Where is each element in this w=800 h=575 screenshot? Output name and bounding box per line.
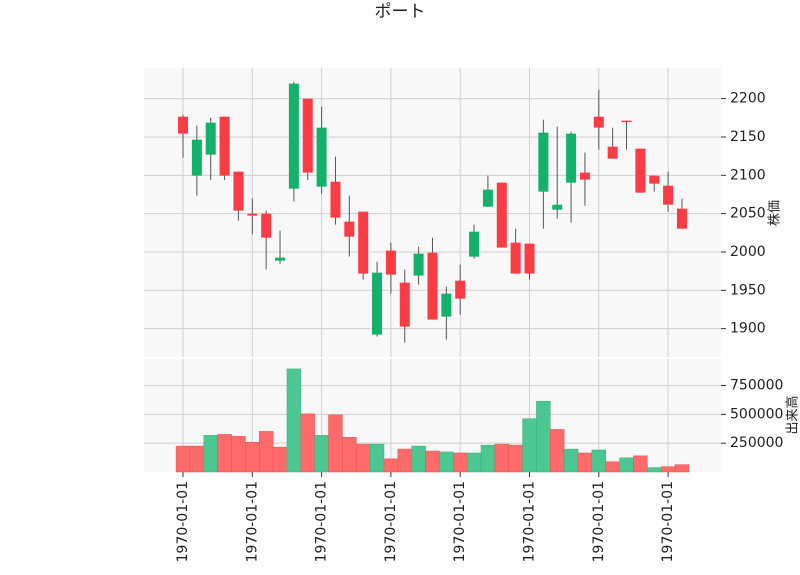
volume-bar bbox=[605, 461, 620, 473]
candle-body bbox=[566, 133, 577, 183]
candle-body bbox=[399, 282, 410, 327]
candle-body bbox=[663, 185, 674, 205]
candle-body bbox=[621, 120, 632, 123]
candle-body bbox=[469, 231, 480, 257]
y-axis-label: 株価 bbox=[768, 200, 783, 226]
candle-body bbox=[413, 253, 424, 276]
candle-body bbox=[205, 122, 216, 155]
volume-bar bbox=[480, 444, 496, 473]
x-tick-label: 1970-01-01 bbox=[244, 481, 260, 562]
candle-body bbox=[247, 213, 258, 216]
candle-body bbox=[219, 116, 230, 176]
volume-bar bbox=[272, 446, 288, 473]
x-tick-label: 1970-01-01 bbox=[383, 481, 399, 562]
volume-bar bbox=[189, 445, 205, 473]
candle-body bbox=[288, 83, 299, 189]
candle-body bbox=[385, 250, 396, 275]
candle-body bbox=[233, 171, 244, 211]
candle-body bbox=[358, 211, 369, 274]
y-tick-label: 1950 bbox=[730, 282, 766, 298]
volume-bar bbox=[550, 429, 565, 473]
candle-body bbox=[427, 252, 438, 320]
volume-bar bbox=[328, 414, 343, 473]
volume-bar bbox=[175, 445, 191, 473]
volume-bar bbox=[356, 443, 371, 473]
volume-bar bbox=[494, 443, 509, 473]
candle-body bbox=[275, 257, 286, 261]
candle-body bbox=[178, 116, 188, 134]
y-tick-label: 2000 bbox=[730, 244, 766, 260]
candle-body bbox=[330, 181, 341, 218]
volume-bar bbox=[286, 368, 302, 473]
candle-body bbox=[524, 243, 535, 274]
volume-bar bbox=[397, 448, 412, 473]
candle-body bbox=[261, 213, 272, 238]
volume-bar bbox=[466, 452, 482, 473]
candle-body bbox=[344, 221, 355, 237]
candle-body bbox=[676, 208, 687, 229]
candle-body bbox=[510, 242, 521, 274]
candle-body bbox=[372, 272, 383, 335]
y-tick-label: 750000 bbox=[730, 378, 783, 394]
volume-bar bbox=[674, 464, 690, 473]
y-tick-label: 2100 bbox=[730, 167, 766, 183]
x-tick-label: 1970-01-01 bbox=[314, 481, 330, 562]
candle-body bbox=[635, 148, 646, 193]
candle-body bbox=[607, 146, 618, 159]
y-tick-label: 2200 bbox=[730, 91, 766, 107]
volume-bar bbox=[258, 431, 274, 473]
candle-body bbox=[538, 132, 549, 192]
chart-title: ポート bbox=[375, 2, 426, 22]
volume-bar bbox=[619, 457, 634, 473]
volume-bar bbox=[522, 418, 537, 473]
volume-bar bbox=[536, 400, 551, 473]
candle-body bbox=[649, 175, 660, 184]
y-tick-label: 1900 bbox=[730, 321, 766, 337]
volume-bar bbox=[245, 442, 260, 473]
x-tick-label: 1970-01-01 bbox=[175, 481, 191, 562]
volume-bar bbox=[411, 445, 426, 473]
volume-axis-label: 出来高 bbox=[785, 395, 800, 434]
volume-bar bbox=[591, 449, 606, 473]
candle-body bbox=[302, 98, 313, 173]
x-tick-label: 1970-01-01 bbox=[452, 481, 468, 562]
x-tick-label: 1970-01-01 bbox=[660, 481, 676, 562]
candle-body bbox=[455, 280, 466, 299]
volume-bar bbox=[660, 466, 676, 473]
volume-bar bbox=[231, 436, 246, 473]
volume-bar bbox=[314, 435, 329, 473]
volume-bar bbox=[453, 452, 468, 473]
y-tick-label: 500000 bbox=[730, 406, 783, 422]
candle-body bbox=[482, 189, 493, 207]
candle-body bbox=[441, 293, 452, 317]
volume-bar bbox=[383, 458, 399, 473]
volume-bar bbox=[425, 450, 440, 473]
volume-bar bbox=[563, 448, 579, 473]
volume-bar bbox=[439, 451, 454, 473]
volume-bar bbox=[217, 434, 232, 473]
volume-bar bbox=[342, 437, 357, 473]
candle-body bbox=[552, 204, 563, 210]
volume-bar bbox=[577, 452, 593, 473]
volume-bar bbox=[300, 413, 315, 473]
y-tick-label: 2050 bbox=[730, 206, 766, 222]
candle-body bbox=[496, 182, 507, 248]
candle-body bbox=[191, 139, 202, 176]
volume-bar bbox=[369, 443, 385, 473]
y-tick-label: 250000 bbox=[730, 435, 783, 451]
candle-body bbox=[316, 127, 327, 187]
candle-body bbox=[579, 172, 590, 180]
volume-bar bbox=[203, 435, 218, 473]
volume-bar bbox=[633, 455, 648, 473]
volume-bar bbox=[647, 467, 662, 473]
y-tick-label: 2150 bbox=[730, 129, 766, 145]
x-tick-label: 1970-01-01 bbox=[522, 481, 538, 562]
candle-body bbox=[593, 116, 604, 128]
x-tick-label: 1970-01-01 bbox=[591, 481, 607, 562]
volume-bar bbox=[508, 444, 523, 473]
